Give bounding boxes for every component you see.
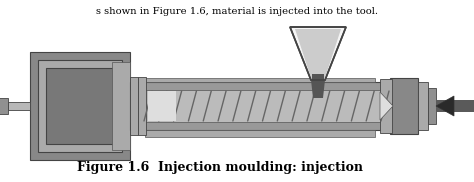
Bar: [390, 78, 418, 134]
Text: Figure 1.6  Injection moulding: injection: Figure 1.6 Injection moulding: injection: [77, 161, 363, 174]
Polygon shape: [436, 96, 454, 116]
Bar: [130, 82, 390, 130]
Text: s shown in Figure 1.6, material is injected into the tool.: s shown in Figure 1.6, material is injec…: [96, 7, 378, 16]
Polygon shape: [290, 27, 346, 80]
Bar: [436, 100, 474, 112]
Polygon shape: [380, 92, 393, 120]
Bar: [418, 82, 428, 130]
Bar: [112, 62, 130, 150]
Bar: [312, 74, 324, 82]
Bar: [380, 79, 392, 133]
Bar: [46, 68, 114, 144]
Polygon shape: [295, 29, 341, 81]
Bar: [138, 77, 146, 135]
Bar: [145, 78, 375, 82]
Bar: [428, 88, 436, 124]
Bar: [148, 91, 176, 121]
Bar: [30, 52, 130, 160]
Bar: [0, 98, 8, 114]
Bar: [38, 60, 122, 152]
Bar: [145, 130, 375, 137]
Bar: [130, 77, 138, 135]
Bar: [130, 90, 390, 122]
Polygon shape: [311, 80, 325, 98]
Bar: [8, 102, 30, 110]
